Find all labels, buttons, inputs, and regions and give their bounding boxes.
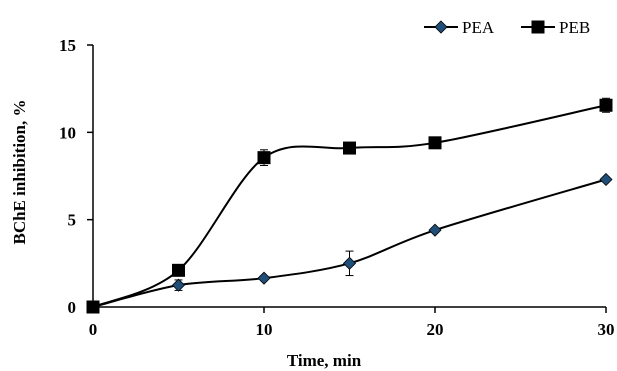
series-layer bbox=[86, 97, 613, 314]
data-point bbox=[257, 151, 271, 165]
legend-label: PEB bbox=[559, 18, 590, 37]
x-tick-label: 0 bbox=[89, 320, 98, 339]
x-axis-label: Time, min bbox=[287, 351, 362, 370]
data-point bbox=[428, 223, 442, 237]
y-axis-label: BChE inhibition, % bbox=[10, 99, 29, 244]
data-point bbox=[428, 136, 442, 150]
series-line bbox=[92, 178, 607, 308]
x-tick-label: 20 bbox=[427, 320, 444, 339]
x-tick-label: 10 bbox=[256, 320, 273, 339]
legend-marker bbox=[531, 20, 545, 34]
y-tick-label: 15 bbox=[59, 36, 76, 55]
data-point bbox=[599, 172, 613, 187]
y-tick-label: 5 bbox=[68, 211, 77, 230]
data-point bbox=[171, 278, 186, 292]
legend: PEA PEB bbox=[424, 18, 590, 37]
y-tick-label: 10 bbox=[59, 123, 76, 142]
data-point bbox=[343, 141, 356, 155]
legend-label: PEA bbox=[462, 18, 495, 37]
series-line bbox=[92, 104, 607, 308]
data-point bbox=[342, 256, 357, 270]
series-pea bbox=[86, 172, 613, 314]
data-point bbox=[599, 98, 613, 112]
data-point bbox=[86, 300, 100, 314]
axes: 0 5 10 15 0 10 20 30 bbox=[59, 36, 615, 339]
data-point bbox=[257, 271, 271, 285]
data-point bbox=[172, 263, 185, 277]
legend-marker bbox=[434, 20, 448, 34]
series-peb bbox=[86, 97, 613, 314]
y-tick-label: 0 bbox=[68, 298, 77, 317]
x-tick-label: 30 bbox=[598, 320, 615, 339]
legend-item-pea: PEA bbox=[424, 18, 495, 37]
legend-item-peb: PEB bbox=[521, 18, 590, 37]
